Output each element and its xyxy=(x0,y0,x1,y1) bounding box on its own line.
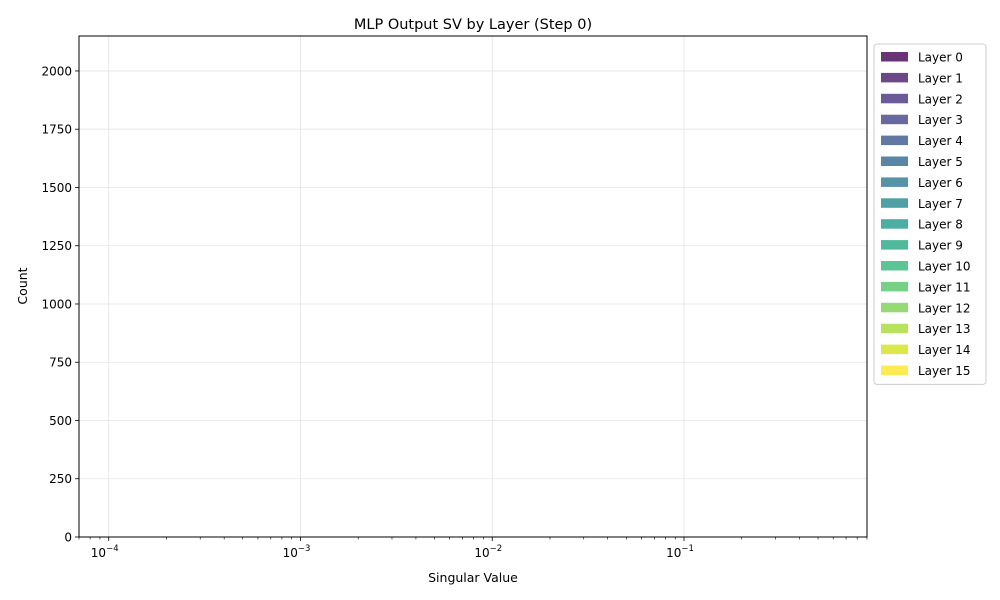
legend-swatch-layer-4 xyxy=(881,135,908,146)
legend-swatch-layer-11 xyxy=(881,281,908,292)
legend-label-layer-1: Layer 1 xyxy=(918,71,963,85)
legend-label-layer-14: Layer 14 xyxy=(918,343,971,357)
legend-label-layer-15: Layer 15 xyxy=(918,364,971,378)
y-tick-label: 0 xyxy=(64,531,72,545)
legend-swatch-layer-9 xyxy=(881,240,908,250)
legend-swatch-layer-2 xyxy=(881,93,908,104)
legend-swatch-layer-1 xyxy=(881,72,908,83)
y-tick-label: 2000 xyxy=(41,64,72,78)
legend-label-layer-0: Layer 0 xyxy=(918,51,963,65)
y-tick-label: 500 xyxy=(49,414,72,428)
y-tick-label: 1250 xyxy=(41,239,72,253)
legend-swatch-layer-15 xyxy=(881,365,908,375)
legend-label-layer-6: Layer 6 xyxy=(918,176,963,190)
grid-lines xyxy=(79,36,867,537)
chart-title: MLP Output SV by Layer (Step 0) xyxy=(354,17,592,33)
legend-label-layer-7: Layer 7 xyxy=(918,197,963,211)
y-tick-label: 1500 xyxy=(41,181,72,195)
x-axis-label: Singular Value xyxy=(428,570,518,585)
y-tick-label: 750 xyxy=(49,356,72,370)
legend: Layer 0 Layer 1 Layer 2 Layer 3 Layer 4 Layer… xyxy=(873,43,987,385)
legend-swatch-layer-7 xyxy=(881,198,908,208)
y-axis-ticks: 0 250 500 750 1000 1250 1500 1750 2000 xyxy=(41,64,79,545)
legend-swatch-layer-14 xyxy=(881,344,908,355)
legend-label-layer-9: Layer 9 xyxy=(918,239,963,253)
y-tick-label: 1750 xyxy=(41,123,72,137)
legend-box xyxy=(873,43,987,385)
legend-label-layer-11: Layer 11 xyxy=(918,280,971,294)
y-tick-label: 1000 xyxy=(41,297,72,311)
legend-label-layer-2: Layer 2 xyxy=(918,92,963,106)
legend-swatch-layer-5 xyxy=(881,156,908,166)
plot-frame xyxy=(78,35,868,538)
legend-swatch-layer-10 xyxy=(881,261,908,271)
legend-label-layer-12: Layer 12 xyxy=(918,301,971,315)
legend-swatch-layer-0 xyxy=(881,52,908,62)
legend-swatch-layer-13 xyxy=(881,323,908,334)
legend-label-layer-4: Layer 4 xyxy=(918,134,963,148)
legend-swatch-layer-3 xyxy=(881,114,908,125)
legend-label-layer-10: Layer 10 xyxy=(918,260,971,274)
legend-swatch-layer-12 xyxy=(881,302,908,313)
y-tick-label: 250 xyxy=(49,472,72,486)
legend-label-layer-8: Layer 8 xyxy=(918,218,963,232)
legend-swatch-layer-6 xyxy=(881,177,908,187)
legend-label-layer-13: Layer 13 xyxy=(918,322,971,336)
legend-swatch-layer-8 xyxy=(881,219,908,229)
y-axis-label: Count xyxy=(15,267,30,304)
legend-label-layer-5: Layer 5 xyxy=(918,155,963,169)
legend-label-layer-3: Layer 3 xyxy=(918,113,963,127)
